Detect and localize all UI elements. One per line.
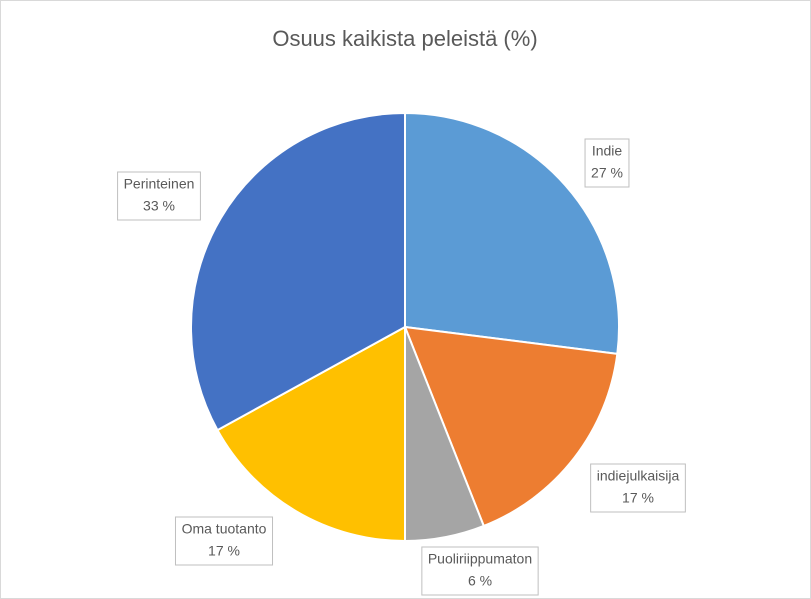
label-value: 6 %	[468, 573, 492, 589]
pie-slice	[404, 111, 620, 355]
label-category: Puoliriippumaton	[428, 551, 532, 567]
label-box	[421, 546, 539, 596]
label-box	[117, 171, 201, 221]
label-category: indiejulkaisija	[597, 468, 680, 484]
label-box	[584, 138, 630, 188]
data-label: Puoliriippumaton 6 %	[421, 546, 539, 596]
label-category: Perinteinen	[124, 176, 195, 192]
data-label: Indie 27 %	[584, 138, 630, 188]
label-value: 27 %	[591, 165, 623, 181]
label-value: 17 %	[622, 490, 654, 506]
label-category: Indie	[592, 143, 623, 159]
pie-slice	[403, 325, 619, 528]
pie-slice	[216, 325, 406, 543]
label-category: Oma tuotanto	[182, 521, 267, 537]
label-value: 17 %	[208, 543, 240, 559]
data-label: Oma tuotanto 17 %	[174, 516, 274, 566]
chart-title: Osuus kaikista peleistä (%)	[272, 26, 537, 51]
label-box	[590, 463, 686, 513]
pie-slice	[190, 111, 406, 432]
label-value: 33 %	[143, 198, 175, 214]
data-label: Perinteinen 33 %	[117, 171, 201, 221]
data-label: indiejulkaisija 17 %	[590, 463, 686, 513]
label-box	[174, 516, 274, 566]
